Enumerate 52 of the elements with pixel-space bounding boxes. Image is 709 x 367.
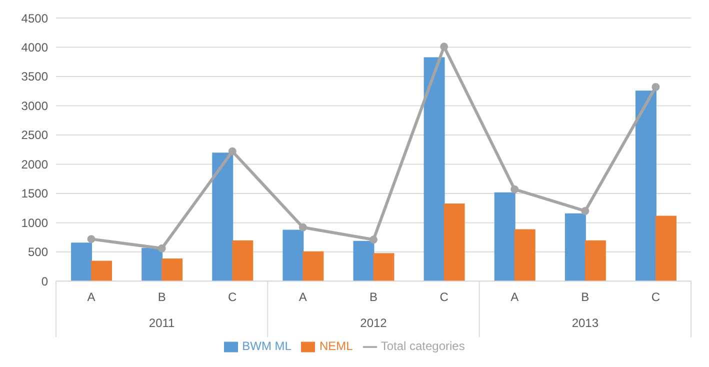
y-tick-label: 500 (28, 245, 48, 260)
point (440, 42, 448, 51)
x-tick-label: A (87, 290, 96, 304)
point (87, 235, 96, 244)
bar (232, 240, 254, 282)
bar (514, 229, 536, 282)
x-tick-label: C (651, 290, 660, 304)
bar (302, 251, 324, 282)
y-tick-label: 0 (41, 274, 48, 288)
point (228, 147, 236, 156)
y-tick-label: 2000 (21, 157, 48, 172)
text: 2013 (572, 316, 599, 330)
bar (142, 248, 163, 282)
bar (584, 240, 606, 282)
y-tick-label: 1000 (21, 216, 48, 230)
bar (282, 230, 304, 282)
bar (635, 90, 656, 282)
bar (71, 242, 92, 282)
y-tick-label: 4500 (21, 11, 48, 26)
x-tick-label: A (510, 290, 519, 304)
text: 2011 (148, 316, 176, 330)
point (510, 185, 519, 194)
bar (494, 192, 516, 282)
x-tick-label: A (298, 290, 307, 304)
x-tick-label: B (369, 290, 378, 304)
text: 2012 (360, 316, 388, 330)
x-tick-label: C (228, 290, 238, 304)
point (298, 223, 307, 232)
y-tick-label: 3000 (21, 98, 48, 113)
bar (212, 152, 234, 282)
bar (424, 57, 445, 282)
point (158, 244, 166, 252)
bar (162, 258, 183, 282)
point (581, 206, 590, 215)
y-tick-label: 2500 (21, 128, 48, 142)
y-tick-label: 3500 (21, 70, 48, 84)
y-tick-label: 1500 (21, 186, 48, 201)
y-tick-label: 4000 (21, 40, 48, 54)
legend-label: BWM ML (242, 339, 292, 354)
bar (564, 213, 586, 282)
x-tick-label: C (440, 290, 449, 304)
bar (373, 253, 394, 282)
x-tick-label: B (581, 290, 590, 304)
bar (91, 260, 112, 282)
bar (353, 240, 374, 282)
legend-label: NEML (319, 339, 353, 354)
point (652, 83, 660, 92)
x-tick-label: B (158, 290, 166, 304)
legend-label: Total categories (380, 339, 465, 354)
bar (444, 203, 465, 282)
bar (655, 216, 676, 282)
point (370, 236, 378, 244)
